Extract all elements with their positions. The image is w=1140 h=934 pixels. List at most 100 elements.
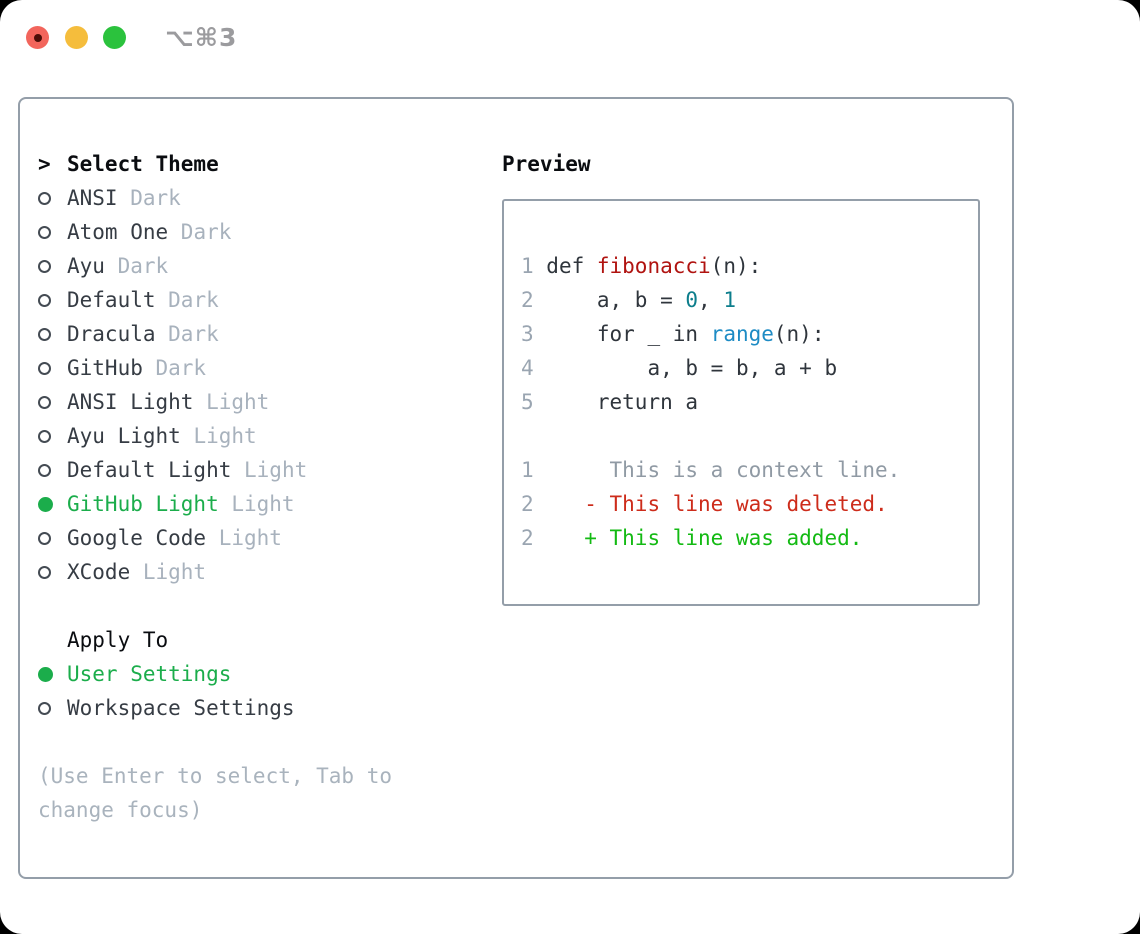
theme-option-xcode[interactable]: XCode Light xyxy=(38,555,482,589)
theme-list: ANSI Dark Atom One Dark Ayu Dark Default Dark Dr… xyxy=(38,181,482,589)
close-button-dot-icon xyxy=(33,33,42,42)
code-line: 4 a, b = b, a + b xyxy=(521,351,978,385)
code-line: 2 a, b = 0, 1 xyxy=(521,283,978,317)
theme-option-ansi-light[interactable]: ANSI Light Light xyxy=(38,385,482,419)
radio-marker xyxy=(38,191,67,205)
theme-option-label: GitHub Light xyxy=(67,492,219,516)
theme-variant-tag: Dark xyxy=(130,186,181,210)
titlebar: ⌥⌘3 xyxy=(0,0,1140,75)
apply-option-user-settings[interactable]: User Settings xyxy=(38,657,482,691)
radio-unselected-icon xyxy=(38,191,51,205)
theme-option-label: Google Code xyxy=(67,526,207,550)
apply-option-workspace-settings[interactable]: Workspace Settings xyxy=(38,691,482,725)
code-token: fibonacci xyxy=(596,254,711,278)
code-line: 3 for _ in range(n): xyxy=(521,317,978,351)
close-button[interactable] xyxy=(26,26,49,49)
theme-option-google-code[interactable]: Google Code Light xyxy=(38,521,482,555)
selection-prompt-icon: > xyxy=(38,152,51,176)
line-number: 3 xyxy=(521,322,534,346)
minimize-button[interactable] xyxy=(65,26,88,49)
radio-marker xyxy=(38,531,67,545)
code-token: , xyxy=(698,288,724,312)
code-token: def xyxy=(546,254,597,278)
line-number: 1 xyxy=(521,254,534,278)
theme-option-label: ANSI Light xyxy=(67,390,194,414)
theme-option-default[interactable]: Default Dark xyxy=(38,283,482,317)
radio-marker xyxy=(38,666,67,682)
theme-option-label: Dracula xyxy=(67,322,156,346)
radio-unselected-icon xyxy=(38,531,51,545)
theme-option-label: XCode xyxy=(67,560,131,584)
line-number: 2 xyxy=(521,526,534,550)
theme-variant-tag: Dark xyxy=(117,254,169,278)
radio-marker xyxy=(38,395,67,409)
radio-marker xyxy=(38,429,67,443)
theme-option-dracula[interactable]: Dracula Dark xyxy=(38,317,482,351)
radio-marker xyxy=(38,327,67,341)
radio-unselected-icon xyxy=(38,429,51,443)
theme-option-github[interactable]: GitHub Dark xyxy=(38,351,482,385)
diff-line: 2 + This line was added. xyxy=(521,521,978,555)
keyboard-hint: (Use Enter to select, Tab to change focu… xyxy=(38,764,393,822)
code-token: (n): xyxy=(773,322,825,346)
apply-to-section: Apply To User Settings Workspace Settings xyxy=(38,623,482,725)
code-token: a, b = b, a + b xyxy=(546,356,838,380)
code-token: + This line was added. xyxy=(546,526,863,550)
blank-line xyxy=(521,419,978,453)
theme-option-ayu[interactable]: Ayu Dark xyxy=(38,249,482,283)
line-number: 1 xyxy=(521,458,534,482)
radio-unselected-icon xyxy=(38,701,51,715)
radio-marker xyxy=(38,565,67,579)
radio-marker xyxy=(38,259,67,273)
theme-selector-column: > Select Theme ANSI Dark Atom One Dark Ayu Da… xyxy=(38,147,482,827)
theme-option-ayu-light[interactable]: Ayu Light Light xyxy=(38,419,482,453)
line-number: 2 xyxy=(521,492,534,516)
line-number: 2 xyxy=(521,288,534,312)
theme-option-ansi[interactable]: ANSI Dark xyxy=(38,181,482,215)
theme-variant-tag: Dark xyxy=(180,220,232,244)
theme-variant-tag: Dark xyxy=(155,356,207,380)
code-token: (n): xyxy=(710,254,762,278)
apply-to-list: User Settings Workspace Settings xyxy=(38,657,482,725)
radio-marker xyxy=(38,463,67,477)
code-token: - This line was deleted. xyxy=(546,492,888,516)
line-number: 4 xyxy=(521,356,534,380)
theme-option-label: Ayu Light xyxy=(67,424,181,448)
select-theme-heading: Select Theme xyxy=(67,152,219,176)
theme-option-default-light[interactable]: Default Light Light xyxy=(38,453,482,487)
code-line: 5 return a xyxy=(521,385,978,419)
select-theme-heading-row: > Select Theme xyxy=(38,147,482,181)
theme-variant-tag: Light xyxy=(218,526,282,550)
preview-heading-row: Preview xyxy=(502,147,982,181)
theme-option-github-light[interactable]: GitHub Light Light xyxy=(38,487,482,521)
radio-unselected-icon xyxy=(38,259,51,273)
theme-variant-tag: Light xyxy=(142,560,207,584)
theme-option-label: ANSI xyxy=(67,186,118,210)
preview-heading: Preview xyxy=(502,152,591,176)
theme-option-atom-one[interactable]: Atom One Dark xyxy=(38,215,482,249)
radio-selected-icon xyxy=(38,496,53,512)
theme-variant-tag: Light xyxy=(206,390,270,414)
radio-unselected-icon xyxy=(38,361,51,375)
apply-to-heading-row: Apply To xyxy=(38,623,482,657)
line-number: 5 xyxy=(521,390,534,414)
code-token: 1 xyxy=(723,288,736,312)
radio-marker xyxy=(38,225,67,239)
theme-picker-panel: > Select Theme ANSI Dark Atom One Dark Ayu Da… xyxy=(18,97,1014,879)
theme-variant-tag: Light xyxy=(244,458,308,482)
diff-line: 1 This is a context line. xyxy=(521,453,978,487)
maximize-button[interactable] xyxy=(103,26,126,49)
radio-unselected-icon xyxy=(38,463,51,477)
diff-line: 2 - This line was deleted. xyxy=(521,487,978,521)
radio-unselected-icon xyxy=(38,395,51,409)
theme-option-label: GitHub xyxy=(67,356,143,380)
theme-option-label: Default xyxy=(67,288,156,312)
code-token: return a xyxy=(546,390,699,414)
radio-marker xyxy=(38,293,67,307)
code-line: 1 def fibonacci(n): xyxy=(521,249,978,283)
theme-option-label: Default Light xyxy=(67,458,232,482)
radio-unselected-icon xyxy=(38,327,51,341)
